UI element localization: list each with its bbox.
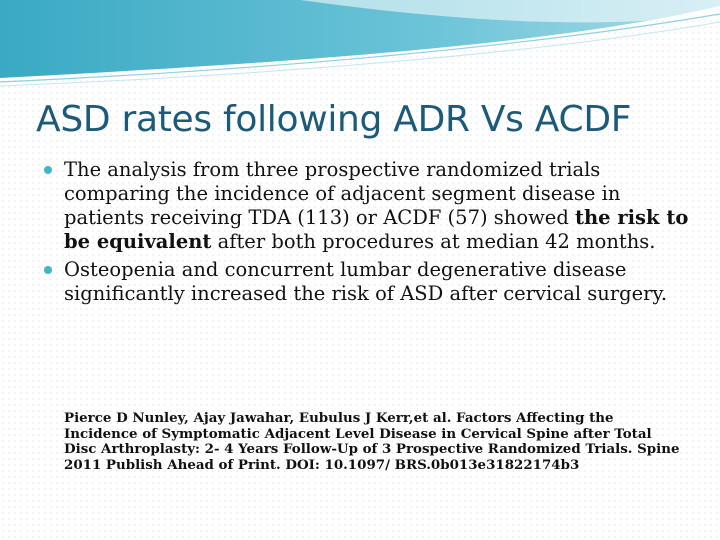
citation-reference: Pierce D Nunley, Ajay Jawahar, Eubulus J… (64, 410, 680, 473)
bullet-item-2: Osteopenia and concurrent lumbar degener… (44, 258, 694, 306)
wave-line-1 (0, 13, 720, 83)
bullet-dot-icon (44, 166, 52, 174)
bullet-1-emphasis: the risk to be equivalent (64, 206, 689, 253)
slide-title: ASD rates following ADR Vs ACDF (36, 99, 632, 140)
header-wave-decoration (0, 0, 720, 87)
bullet-1-text-after: after both procedures at median 42 month… (211, 230, 656, 253)
bullet-1-text-before: The analysis from three prospective rand… (64, 158, 621, 229)
wave-line-2 (0, 21, 720, 87)
bullet-2-text: Osteopenia and concurrent lumbar degener… (64, 258, 668, 305)
bullet-list: The analysis from three prospective rand… (44, 158, 694, 310)
bullet-item-1: The analysis from three prospective rand… (44, 158, 694, 254)
bullet-dot-icon (44, 266, 52, 274)
wave-band-light (300, 0, 720, 23)
